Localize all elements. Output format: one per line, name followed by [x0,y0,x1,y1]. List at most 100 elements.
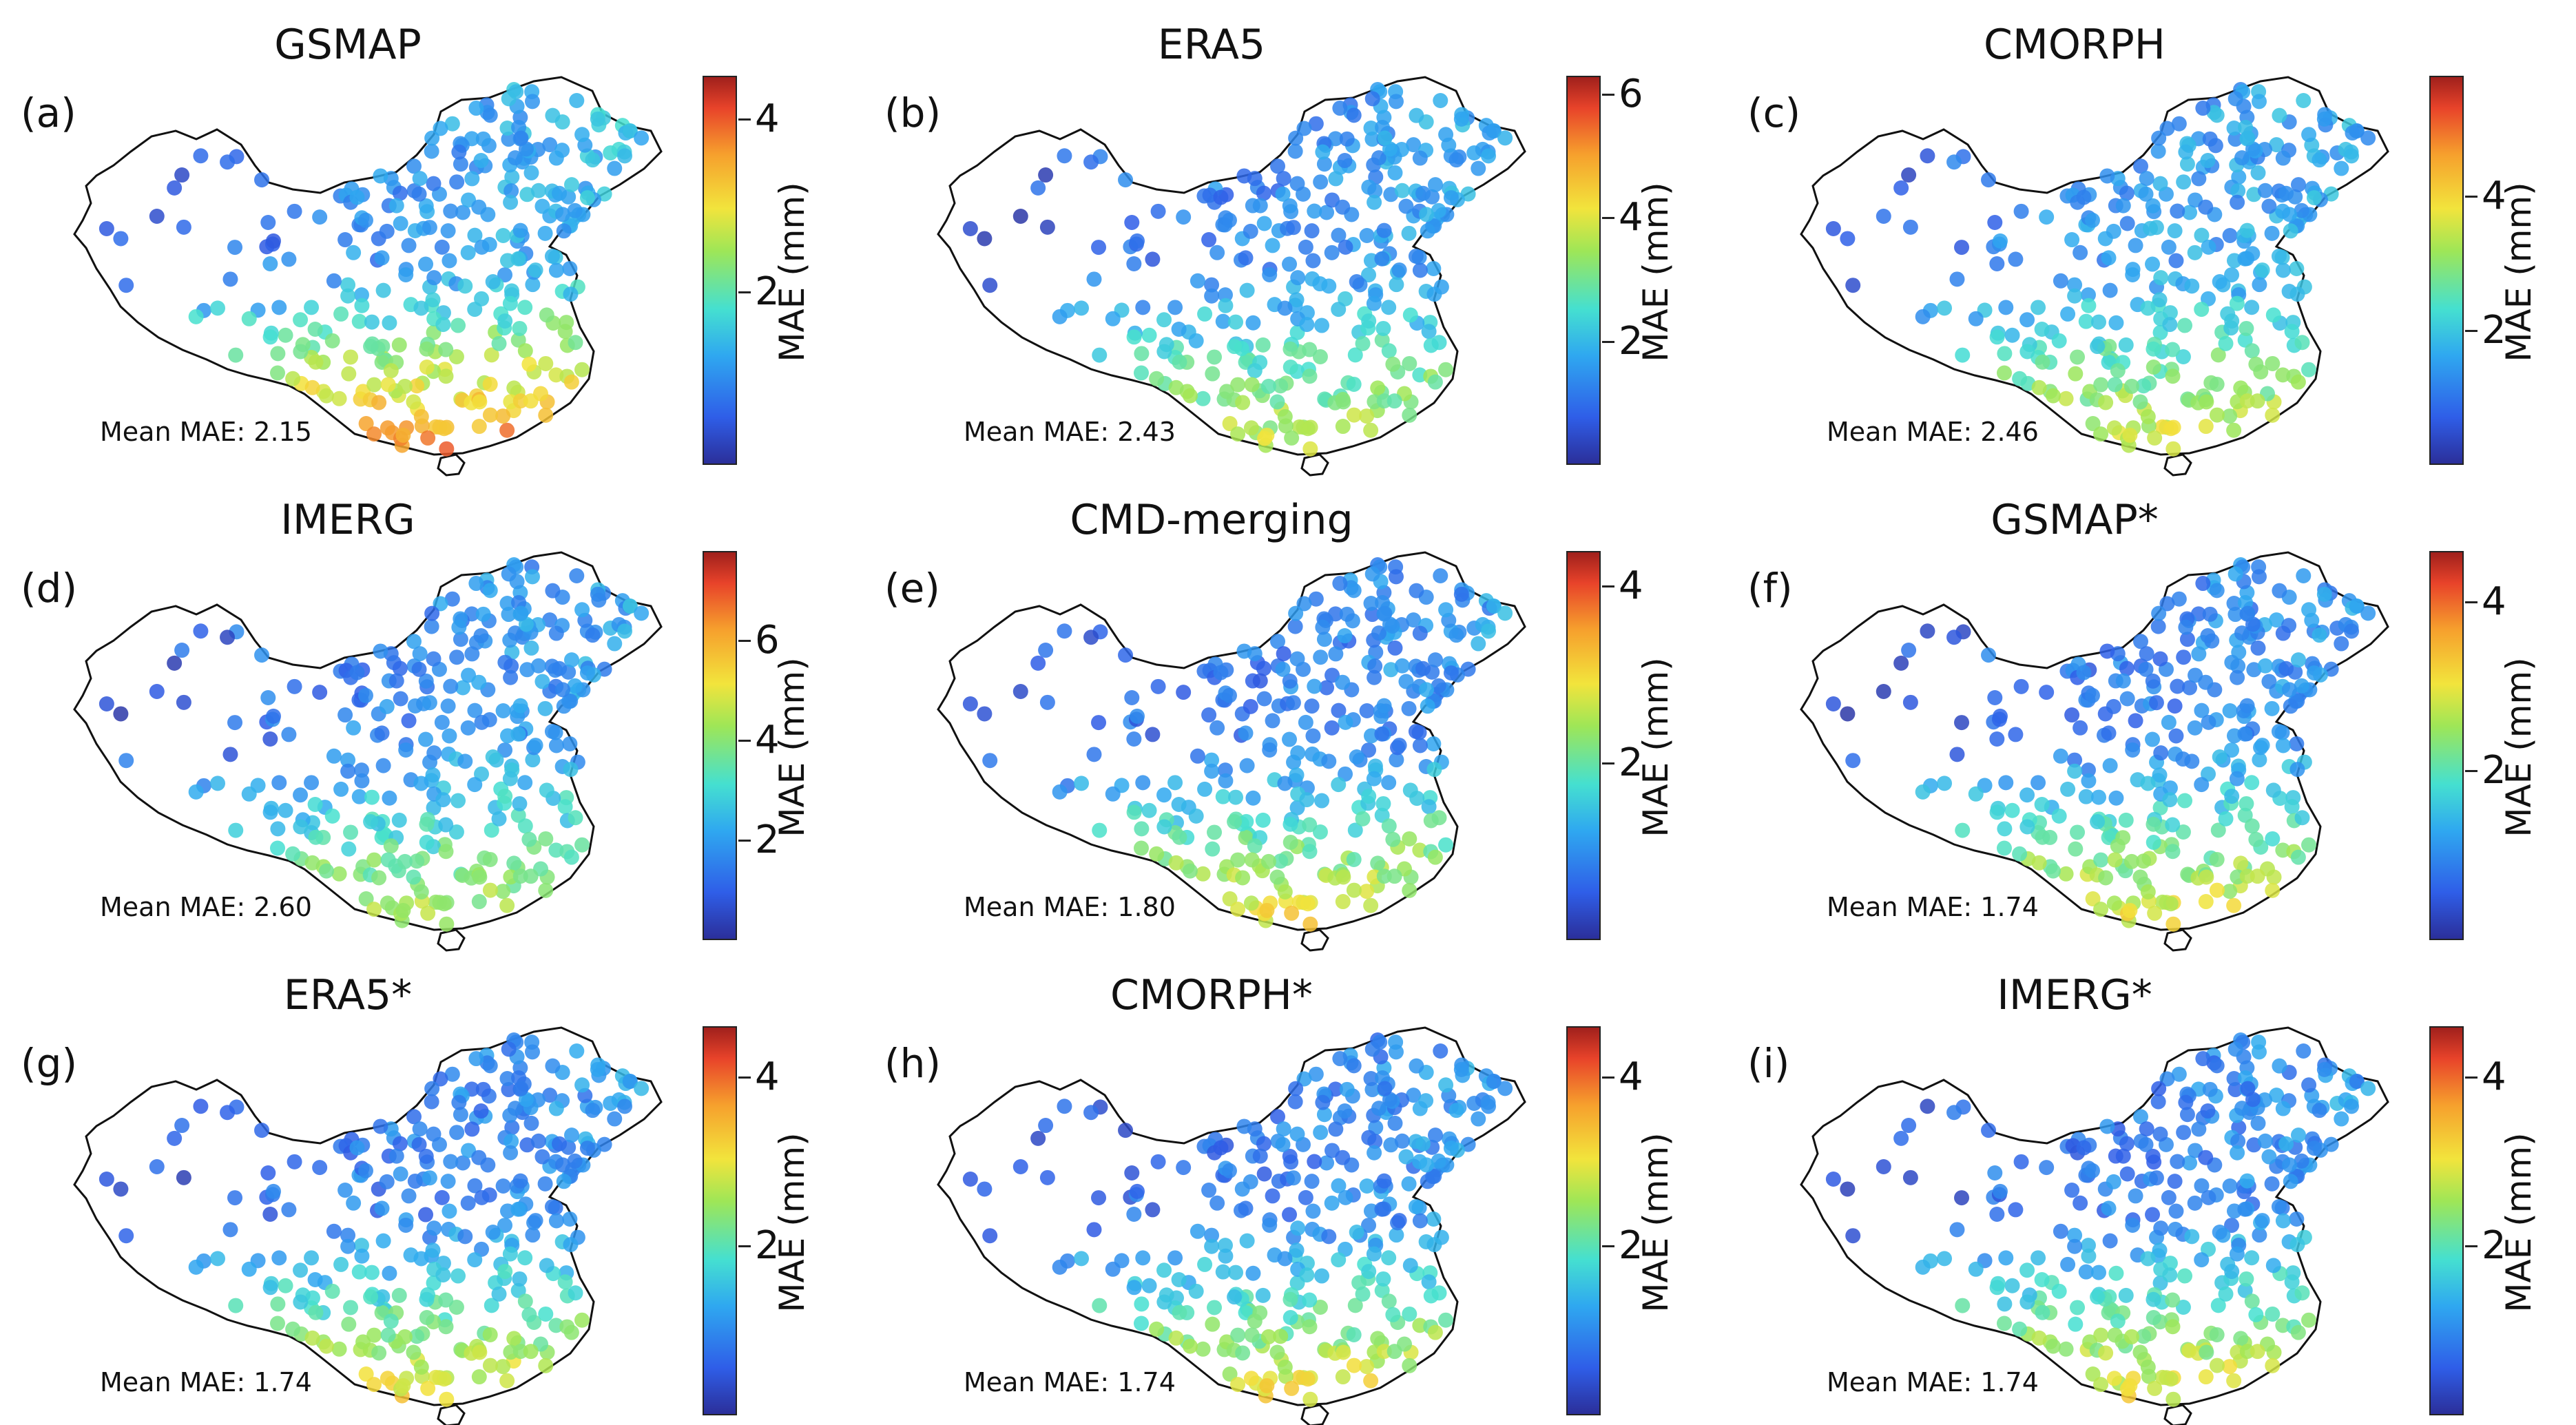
station-point [1419,1157,1435,1173]
station-point [1902,694,1918,710]
station-point [341,366,357,382]
station-point [1236,168,1252,184]
station-point [2146,816,2161,832]
station-point [2170,1154,2185,1169]
panel-letter: (b) [884,90,942,136]
station-point [1239,282,1255,298]
station-point [1339,1081,1355,1097]
station-point [366,1327,382,1343]
station-point [2289,1211,2305,1227]
station-point [574,362,590,377]
station-point [1336,1344,1351,1360]
station-point [1172,829,1187,845]
station-point [2045,863,2061,879]
station-point [401,238,417,253]
station-point [210,776,226,791]
station-point [1171,796,1187,812]
station-point [2165,1391,2181,1407]
station-point [1124,215,1140,231]
station-point [557,324,573,340]
station-point [1074,1251,1090,1267]
station-point [2152,1242,2168,1258]
station-point [438,342,454,357]
station-point [1149,371,1165,386]
station-point [371,1345,387,1361]
station-point [1277,776,1293,791]
station-point [1981,172,1997,188]
station-point [538,355,554,371]
station-point [1893,655,1909,671]
station-point [491,811,507,826]
station-point [1324,1195,1340,1211]
station-point [343,1300,359,1315]
station-point [1312,1299,1328,1315]
station-point [374,725,390,741]
station-point [555,207,571,222]
station-point [2234,150,2250,166]
station-point [346,720,362,736]
station-point [1920,623,1935,639]
station-point [484,822,499,838]
station-point [495,1359,511,1375]
station-point [2067,1227,2083,1243]
station-point [1355,335,1371,351]
station-point [2254,738,2270,753]
station-point [1427,374,1443,390]
station-point [374,250,390,266]
station-point [1876,208,1891,224]
station-point [1238,250,1254,266]
station-point [346,1195,362,1211]
station-point [326,1223,342,1239]
station-point [2078,1264,2094,1280]
station-point [357,687,373,703]
station-point [2344,1099,2360,1114]
station-point [1052,1259,1068,1275]
station-point [1997,346,2013,362]
station-point [2122,1377,2138,1393]
station-point [443,678,459,694]
station-point [2210,1298,2226,1313]
station-point [1448,627,1464,643]
station-point [2246,662,2262,678]
station-point [1305,1203,1321,1219]
station-point [2344,148,2360,164]
station-point [1355,1286,1371,1302]
station-point [2081,298,2097,313]
station-point [471,1369,487,1385]
station-point [1012,683,1028,699]
station-point [1038,643,1054,658]
station-point [222,271,238,287]
station-point [1308,591,1324,607]
station-point [1337,628,1353,644]
station-point [1412,738,1428,753]
station-point [2312,152,2327,168]
station-point [2008,251,2024,267]
station-point [2265,882,2281,898]
station-point [1902,1169,1918,1185]
station-point [1421,324,1437,340]
station-point [1377,605,1393,621]
station-point [474,1189,490,1205]
station-point [1453,1061,1469,1077]
station-point [525,1227,541,1243]
station-point [1361,742,1377,758]
station-point [634,130,650,146]
station-point [1987,690,2003,706]
station-point [2316,586,2332,602]
station-point [1289,1242,1305,1258]
station-point [512,222,528,238]
station-point [1290,270,1306,286]
station-point [324,808,340,824]
station-point [353,1238,369,1254]
station-point [443,203,459,219]
station-point [977,706,993,722]
station-point [2068,841,2084,857]
station-point [1302,817,1318,833]
station-point [2224,742,2240,758]
station-point [409,1329,425,1344]
station-point [2051,808,2067,824]
station-point [1195,866,1211,882]
station-point [1383,662,1399,678]
station-point [1998,1250,2014,1266]
station-point [2034,796,2050,812]
